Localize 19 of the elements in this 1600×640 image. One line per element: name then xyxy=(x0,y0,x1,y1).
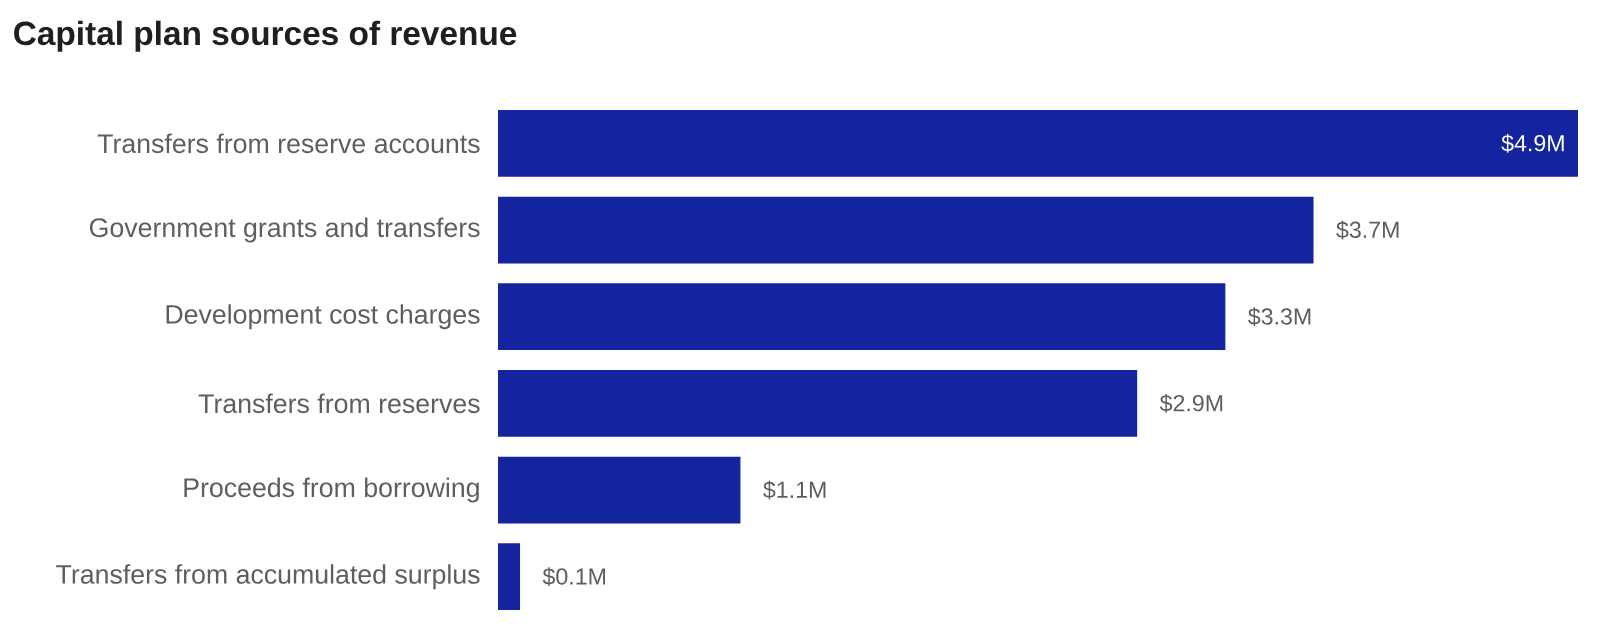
data-label: $3.3M xyxy=(1248,307,1311,327)
y-tick-label: Transfers from accumulated surplus xyxy=(56,564,480,590)
bar xyxy=(498,196,1314,264)
data-label: $1.1M xyxy=(763,480,826,500)
y-tick-label: Development cost charges xyxy=(166,304,480,330)
data-label: $3.7M xyxy=(1336,220,1399,240)
y-tick-label: Transfers from reserves xyxy=(198,393,480,414)
bar xyxy=(498,369,1138,437)
y-tick-label: Proceeds from borrowing xyxy=(184,477,479,503)
data-label: $4.9M xyxy=(1501,133,1564,153)
y-tick-label: Transfers from reserve accounts xyxy=(97,133,480,154)
bar xyxy=(498,456,741,524)
bar xyxy=(498,283,1226,351)
bar xyxy=(498,543,521,611)
data-label: $0.1M xyxy=(542,567,606,587)
data-label: $2.9M xyxy=(1159,393,1223,413)
y-tick-label: Government grants and transfers xyxy=(89,217,480,243)
chart-title: Capital plan sources of revenue xyxy=(14,20,517,52)
bar xyxy=(498,109,1578,177)
